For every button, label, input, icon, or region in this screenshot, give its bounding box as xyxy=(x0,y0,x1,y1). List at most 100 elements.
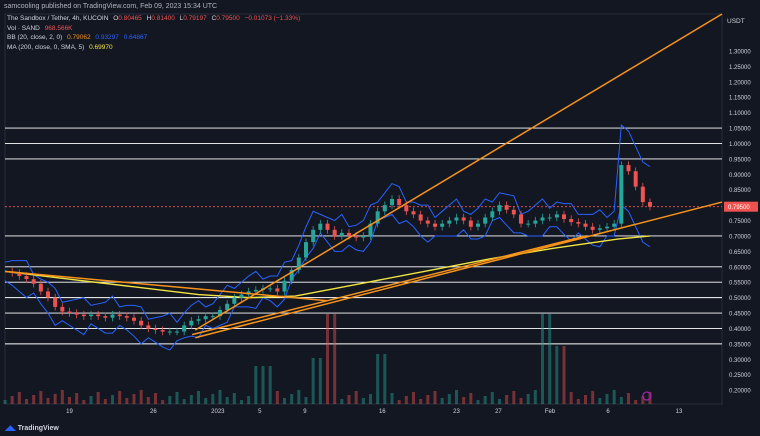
bb-lower-band xyxy=(4,204,651,351)
candle-body xyxy=(533,220,538,224)
volume-bar xyxy=(576,399,580,404)
volume-bar xyxy=(125,398,129,404)
price-chart[interactable]: USDT 1.30000 1.25000 1.20000 1.15000 1.10000 1… xyxy=(0,0,760,422)
bb-upper-value: 0.93297 xyxy=(95,34,119,41)
bb-label[interactable]: BB (20, close, 2, 0) xyxy=(7,34,63,41)
candle-body xyxy=(53,297,58,307)
legend-bb-row: BB (20, close, 2, 0) 0.79062 0.93297 0.6… xyxy=(7,33,300,43)
y-tick-label: 0.25000 xyxy=(729,373,751,379)
trend-line-descending[interactable] xyxy=(4,270,328,302)
candle-body xyxy=(38,283,43,292)
volume-bar xyxy=(60,390,64,404)
trend-line-upper-channel[interactable] xyxy=(194,13,723,331)
symbol-line[interactable]: The Sandbox / Tether, 4h, KUCOIN xyxy=(7,15,109,22)
event-marker-icon[interactable] xyxy=(642,391,652,401)
volume-bar xyxy=(512,391,516,404)
volume-bar xyxy=(175,392,179,404)
y-tick-label: 1.00000 xyxy=(729,142,751,148)
volume-bar xyxy=(311,358,315,404)
volume-bar xyxy=(548,314,552,404)
brand-text: TradingView xyxy=(17,425,59,432)
candle-body xyxy=(60,306,65,312)
volume-bar xyxy=(627,393,630,404)
volume-bar xyxy=(96,392,100,404)
tradingview-logo-icon[interactable]: ◢◣ TradingView xyxy=(5,425,59,432)
volume-bar xyxy=(146,397,150,404)
candle-body xyxy=(160,330,165,332)
trend-line-lower-support[interactable] xyxy=(191,235,586,336)
y-tick-label: 0.95000 xyxy=(729,157,751,163)
volume-bar xyxy=(569,392,573,404)
candle-body xyxy=(468,220,473,227)
x-tick-label: Feb xyxy=(545,409,556,415)
candle-body xyxy=(576,222,581,224)
volume-bar xyxy=(218,390,222,404)
volume-bar xyxy=(641,396,645,404)
volume-bar xyxy=(25,399,28,404)
candle-body xyxy=(268,288,273,290)
volume-bar xyxy=(3,400,7,404)
candle-body xyxy=(648,202,652,207)
y-tick-label: 0.35000 xyxy=(729,342,751,348)
volume-bar xyxy=(240,400,243,404)
y-tick-label: 0.85000 xyxy=(729,188,751,194)
x-tick-label: 6 xyxy=(606,409,610,415)
trend-line-mid-support[interactable] xyxy=(195,201,723,339)
candle-body xyxy=(562,214,566,220)
ohlc-change: −0.01073 (−1.33%) xyxy=(244,15,301,22)
y-tick-label: 0.70000 xyxy=(729,234,751,240)
volume-bar xyxy=(82,400,86,404)
candle-body xyxy=(96,314,101,317)
volume-bar xyxy=(197,391,200,404)
x-tick-label: 26 xyxy=(150,409,157,415)
volume-bar xyxy=(490,392,494,404)
candle-body xyxy=(626,165,631,172)
volume-bar xyxy=(275,391,279,404)
y-tick-label: 0.30000 xyxy=(729,358,751,364)
y-tick-label: 0.55000 xyxy=(729,281,751,287)
volume-bar xyxy=(17,392,21,404)
y-tick-label: 0.20000 xyxy=(729,389,751,395)
candle-body xyxy=(425,220,430,224)
volume-bar xyxy=(505,395,509,404)
candle-body xyxy=(382,205,387,212)
volume-bar xyxy=(354,391,358,404)
y-tick-label: 0.60000 xyxy=(729,265,751,271)
ma-label[interactable]: MA (200, close, 0, SMA, 5) xyxy=(7,43,85,51)
volume-bar xyxy=(318,358,322,404)
volume-bar xyxy=(168,396,172,404)
candle-body xyxy=(612,223,617,227)
candle-body xyxy=(210,316,215,318)
volume-bar xyxy=(333,314,337,404)
volume-bar xyxy=(519,398,523,404)
candle-body xyxy=(153,328,158,331)
x-tick-label: 9 xyxy=(303,409,307,415)
volume-bar xyxy=(433,391,437,404)
y-tick-label: 0.75000 xyxy=(729,219,751,225)
volume-bar xyxy=(154,393,157,404)
volume-bar xyxy=(447,394,451,404)
candle-body xyxy=(282,280,287,292)
volume-bar xyxy=(390,393,394,404)
legend-symbol-row: The Sandbox / Tether, 4h, KUCOIN O0.8046… xyxy=(7,14,300,24)
volume-bar xyxy=(634,400,638,404)
candle-body xyxy=(454,217,459,221)
candle-body xyxy=(189,320,194,326)
volume-label[interactable]: Vol · SAND xyxy=(7,24,40,32)
ohlc-c-label: C xyxy=(211,15,217,22)
candle-body xyxy=(239,294,244,298)
volume-bar xyxy=(383,354,387,404)
y-tick-label: 0.40000 xyxy=(729,327,751,333)
x-tick-label: 23 xyxy=(453,409,460,415)
bb-lower-value: 0.64867 xyxy=(123,34,148,41)
candle-body xyxy=(67,311,72,314)
volume-bar xyxy=(440,398,444,404)
volume-bar xyxy=(53,394,57,404)
bb-basis-value: 0.79062 xyxy=(67,34,91,41)
candle-body xyxy=(218,309,222,317)
candle-body xyxy=(232,297,237,304)
candle-body xyxy=(497,205,502,212)
volume-bar xyxy=(541,314,544,404)
candle-body xyxy=(547,217,552,219)
candle-body xyxy=(590,226,595,230)
